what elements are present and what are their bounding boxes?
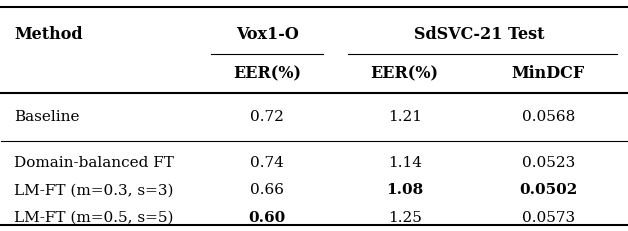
- Text: 0.74: 0.74: [250, 155, 284, 169]
- Text: 0.0523: 0.0523: [522, 155, 575, 169]
- Text: LM-FT (m=0.5, s=5): LM-FT (m=0.5, s=5): [14, 210, 173, 224]
- Text: 0.0573: 0.0573: [522, 210, 575, 224]
- Text: Domain-balanced FT: Domain-balanced FT: [14, 155, 174, 169]
- Text: 0.0502: 0.0502: [519, 183, 578, 197]
- Text: 0.0568: 0.0568: [522, 110, 575, 124]
- Text: 1.21: 1.21: [387, 110, 421, 124]
- Text: 0.66: 0.66: [250, 183, 284, 197]
- Text: MinDCF: MinDCF: [512, 65, 585, 82]
- Text: 0.72: 0.72: [250, 110, 284, 124]
- Text: 1.25: 1.25: [387, 210, 421, 224]
- Text: Method: Method: [14, 26, 82, 43]
- Text: 0.60: 0.60: [249, 210, 286, 224]
- Text: 1.14: 1.14: [387, 155, 421, 169]
- Text: Vox1-O: Vox1-O: [236, 26, 298, 43]
- Text: Baseline: Baseline: [14, 110, 79, 124]
- Text: SdSVC-21 Test: SdSVC-21 Test: [414, 26, 545, 43]
- Text: 1.08: 1.08: [386, 183, 423, 197]
- Text: LM-FT (m=0.3, s=3): LM-FT (m=0.3, s=3): [14, 183, 173, 197]
- Text: EER(%): EER(%): [233, 65, 301, 82]
- Text: EER(%): EER(%): [371, 65, 438, 82]
